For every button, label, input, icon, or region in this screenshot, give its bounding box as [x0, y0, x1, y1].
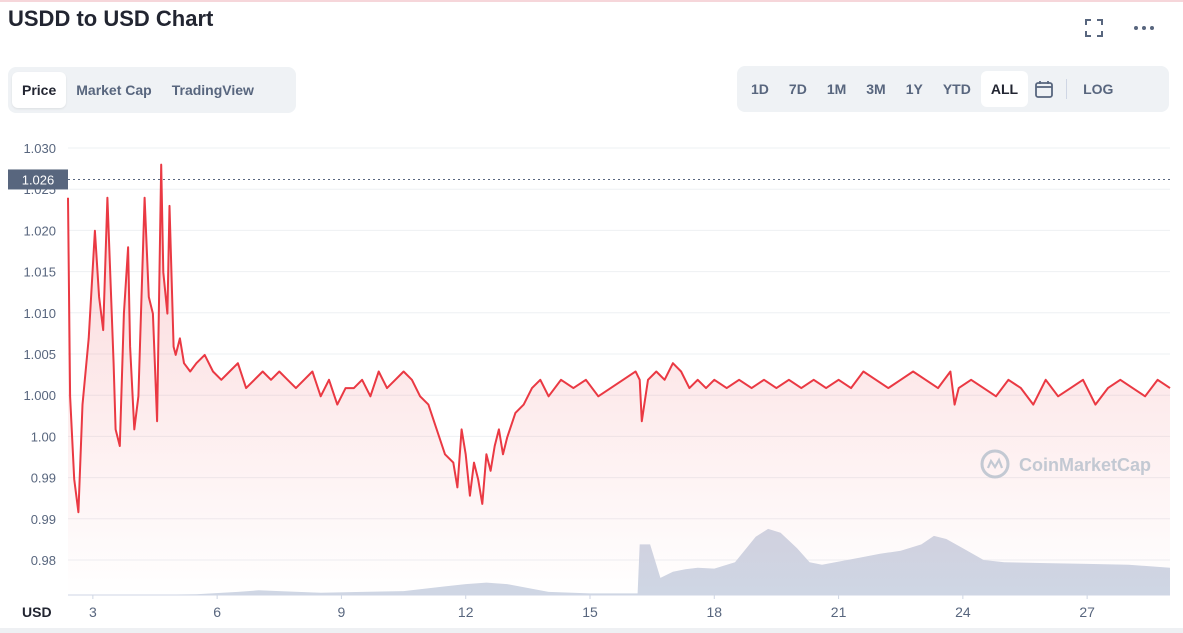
current-price-label: 1.026 [22, 172, 55, 187]
range-1m[interactable]: 1M [826, 81, 847, 97]
y-tick-label: 1.020 [23, 223, 56, 238]
y-tick-label: 0.99 [31, 512, 56, 527]
range-ytd[interactable]: YTD [942, 81, 971, 97]
y-tick-label: 0.99 [31, 471, 56, 486]
divider [1066, 79, 1068, 99]
y-tick-label: 1.015 [23, 265, 56, 280]
x-tick-label: 18 [706, 604, 722, 620]
x-tick-label: 15 [582, 604, 598, 620]
price-line [67, 163, 1171, 514]
time-range-selector: 1D 7D 1M 3M 1Y YTD ALL LOG [737, 66, 1169, 112]
range-all[interactable]: ALL [980, 71, 1029, 107]
range-3m[interactable]: 3M [866, 81, 886, 97]
price-area [68, 164, 1170, 595]
x-tick-label: 3 [89, 604, 97, 620]
y-tick-label: 0.98 [31, 553, 56, 568]
bottom-border [0, 628, 1183, 633]
tab-tradingview[interactable]: TradingView [171, 82, 254, 98]
tab-price[interactable]: Price [12, 72, 67, 108]
range-1y[interactable]: 1Y [905, 81, 923, 97]
y-tick-label: 1.000 [23, 388, 56, 403]
tab-market-cap[interactable]: Market Cap [76, 82, 152, 98]
y-tick-label: 1.030 [23, 141, 56, 156]
log-scale-toggle[interactable]: LOG [1083, 81, 1114, 97]
x-tick-label: 27 [1079, 604, 1095, 620]
watermark: CoinMarketCap [980, 449, 1151, 479]
expand-icon[interactable] [1080, 14, 1108, 42]
page-title: USDD to USD Chart [8, 6, 214, 31]
range-7d[interactable]: 7D [788, 81, 807, 97]
x-tick-label: 6 [213, 604, 221, 620]
x-tick-label: 24 [955, 604, 971, 620]
top-border [0, 0, 1183, 2]
current-price-tag: 1.026 [8, 169, 1170, 190]
y-tick-label: 1.010 [23, 306, 56, 321]
ellipsis-icon[interactable] [1130, 14, 1158, 42]
watermark-text: CoinMarketCap [1019, 455, 1151, 475]
calendar-icon[interactable] [1028, 71, 1060, 107]
x-tick-label: 12 [458, 604, 474, 620]
y-tick-label: 1.005 [23, 347, 56, 362]
x-axis-label: USD [22, 604, 52, 620]
price-chart[interactable]: 1.0301.0251.0201.0151.0101.0051.0001.000… [0, 130, 1183, 625]
x-tick-label: 9 [338, 604, 346, 620]
chart-type-tabs: Price Market Cap TradingView [8, 67, 296, 113]
y-tick-label: 1.00 [31, 429, 56, 444]
x-tick-label: 21 [831, 604, 847, 620]
range-1d[interactable]: 1D [751, 81, 769, 97]
